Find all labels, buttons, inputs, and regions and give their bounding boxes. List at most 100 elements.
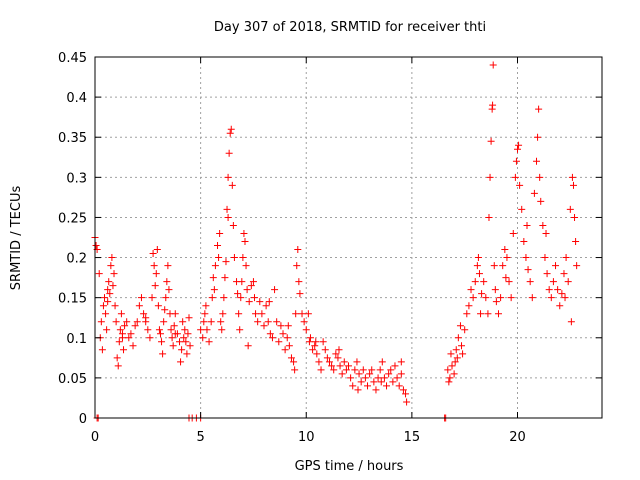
- data-point: [528, 294, 536, 302]
- data-point: [515, 141, 523, 149]
- data-point: [305, 338, 313, 346]
- data-point: [497, 294, 505, 302]
- data-point: [104, 298, 112, 306]
- data-point: [383, 382, 391, 390]
- data-point: [106, 290, 114, 298]
- data-point: [456, 322, 464, 330]
- data-point: [114, 362, 122, 370]
- data-point: [238, 278, 246, 286]
- data-point: [564, 278, 572, 286]
- data-point: [287, 354, 295, 362]
- data-point: [561, 294, 569, 302]
- data-point: [569, 181, 577, 189]
- data-point: [389, 378, 397, 386]
- data-point: [258, 310, 266, 318]
- data-point: [572, 238, 580, 246]
- data-point: [92, 242, 100, 250]
- data-point: [225, 149, 233, 157]
- data-point: [507, 294, 515, 302]
- data-point: [250, 294, 258, 302]
- data-point: [184, 330, 192, 338]
- data-point: [302, 326, 310, 334]
- data-point: [511, 173, 519, 181]
- data-point: [211, 262, 219, 270]
- data-point: [552, 262, 560, 270]
- data-point: [97, 318, 105, 326]
- data-point: [179, 318, 187, 326]
- data-point: [377, 378, 385, 386]
- data-point: [542, 229, 550, 237]
- data-point: [336, 362, 344, 370]
- x-tick-label: 0: [91, 430, 99, 445]
- data-point: [486, 173, 494, 181]
- data-point: [223, 205, 231, 213]
- data-point: [131, 322, 139, 330]
- data-point: [357, 378, 365, 386]
- y-tick-label: 0: [79, 412, 87, 427]
- data-point: [351, 366, 359, 374]
- data-point: [115, 338, 123, 346]
- data-point: [524, 266, 532, 274]
- data-point: [133, 318, 141, 326]
- data-point: [452, 346, 460, 354]
- data-point: [294, 246, 302, 254]
- data-point: [260, 322, 268, 330]
- data-point: [543, 270, 551, 278]
- data-point: [571, 213, 579, 221]
- data-point: [304, 310, 312, 318]
- data-point: [98, 346, 106, 354]
- data-point: [477, 310, 485, 318]
- data-point: [526, 278, 534, 286]
- data-point: [170, 322, 178, 330]
- data-point: [109, 282, 117, 290]
- data-point: [335, 346, 343, 354]
- data-point: [366, 370, 374, 378]
- data-point: [148, 294, 156, 302]
- data-point: [489, 61, 497, 69]
- data-point: [290, 358, 298, 366]
- data-point: [490, 262, 498, 270]
- data-point: [165, 286, 173, 294]
- data-point: [499, 262, 507, 270]
- data-point: [361, 374, 369, 382]
- data-point: [105, 278, 113, 286]
- data-point: [220, 294, 228, 302]
- data-point: [117, 310, 125, 318]
- data-point: [240, 229, 248, 237]
- data-point: [163, 278, 171, 286]
- data-point: [446, 374, 454, 382]
- y-tick-label: 0.4: [66, 91, 87, 106]
- data-point: [154, 302, 162, 310]
- data-point: [374, 374, 382, 382]
- data-point: [127, 330, 135, 338]
- data-point: [264, 318, 272, 326]
- data-point: [509, 229, 517, 237]
- data-point: [214, 242, 222, 250]
- data-point: [463, 310, 471, 318]
- y-tick-label: 0.05: [58, 372, 87, 387]
- data-point: [242, 262, 250, 270]
- data-point: [254, 318, 262, 326]
- data-point: [485, 213, 493, 221]
- data-point: [224, 213, 232, 221]
- data-point: [474, 254, 482, 262]
- data-point: [370, 378, 378, 386]
- data-point: [465, 302, 473, 310]
- y-tick-label: 0.25: [58, 211, 87, 226]
- data-point: [475, 270, 483, 278]
- data-point: [347, 374, 355, 382]
- data-point: [556, 302, 564, 310]
- data-point: [205, 338, 213, 346]
- axes: 0 0.05 0.1 0.15 0.2 0.25 0.3 0.35 0.4 0.45 0 5 10 15 2…: [58, 51, 602, 445]
- data-point: [153, 246, 161, 254]
- data-point: [354, 386, 362, 394]
- data-point: [560, 270, 568, 278]
- data-point: [160, 318, 168, 326]
- data-point: [180, 334, 188, 342]
- data-point: [256, 298, 264, 306]
- data-point: [321, 346, 329, 354]
- data-point: [359, 366, 367, 374]
- data-point: [102, 310, 110, 318]
- data-point: [252, 310, 260, 318]
- data-point: [315, 358, 323, 366]
